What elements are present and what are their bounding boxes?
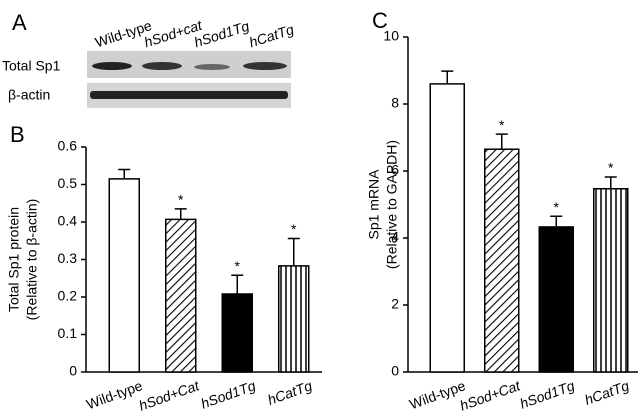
significance-marker: * [499, 117, 505, 133]
bar [429, 83, 465, 373]
y-tick-label: 10 [383, 28, 399, 44]
panel-letter: B [10, 122, 25, 147]
x-tick-label: Wild-type [84, 377, 144, 412]
x-tick-label: hSod1Tg [518, 377, 577, 412]
x-tick-label: hCatTg [582, 377, 631, 408]
significance-marker: * [608, 160, 614, 176]
error-bar [231, 274, 244, 294]
error-bar [441, 70, 454, 84]
x-tick-label: hSod1Tg [199, 377, 258, 412]
y-tick-label: 0.6 [58, 138, 78, 154]
panel-letter: C [372, 8, 388, 33]
significance-marker: * [178, 192, 184, 208]
bar [538, 226, 574, 373]
panel-letter: A [12, 10, 27, 35]
error-bar [118, 168, 131, 179]
bar [108, 178, 140, 373]
y-tick-label: 6 [391, 162, 399, 178]
y-tick-label: 8 [391, 95, 399, 111]
y-tick-label: 0 [391, 363, 399, 379]
x-tick-label: Wild-type [407, 377, 467, 412]
significance-marker: * [291, 221, 297, 237]
error-bar [287, 237, 300, 266]
bar [593, 188, 629, 373]
y-axis-label: (Relative to β-actin) [24, 199, 40, 321]
error-bar [550, 215, 563, 227]
x-tick-label: hSod+Cat [137, 377, 202, 414]
bar [278, 265, 310, 373]
bar [165, 218, 197, 373]
x-tick-label: hSod+Cat [458, 377, 523, 414]
error-bar [174, 208, 187, 220]
row-label: β-actin [8, 87, 50, 103]
y-axis-label: (Relative to GAPDH) [384, 140, 400, 269]
bar [221, 293, 253, 373]
y-axis-label: Total Sp1 protein [6, 207, 22, 312]
y-tick-label: 0.2 [58, 288, 78, 304]
x-tick-label: hCatTg [265, 377, 314, 408]
error-bar [604, 176, 617, 189]
row-label: Total Sp1 [2, 58, 61, 74]
significance-marker: * [554, 199, 560, 215]
y-tick-label: 4 [391, 229, 399, 245]
lane-label: hCatTg [247, 21, 296, 50]
significance-marker: * [235, 258, 241, 274]
lane-label: hSod1Tg [192, 18, 251, 51]
bar [484, 148, 520, 373]
error-bar [495, 133, 508, 150]
y-tick-label: 0.4 [58, 213, 78, 229]
y-axis-label: Sp1 mRNA [366, 169, 382, 240]
y-tick-label: 2 [391, 296, 399, 312]
y-tick-label: 0.5 [58, 175, 78, 191]
y-tick-label: 0 [69, 363, 77, 379]
y-tick-label: 0.1 [58, 325, 78, 341]
y-tick-label: 0.3 [58, 250, 78, 266]
blot-image [87, 51, 291, 108]
